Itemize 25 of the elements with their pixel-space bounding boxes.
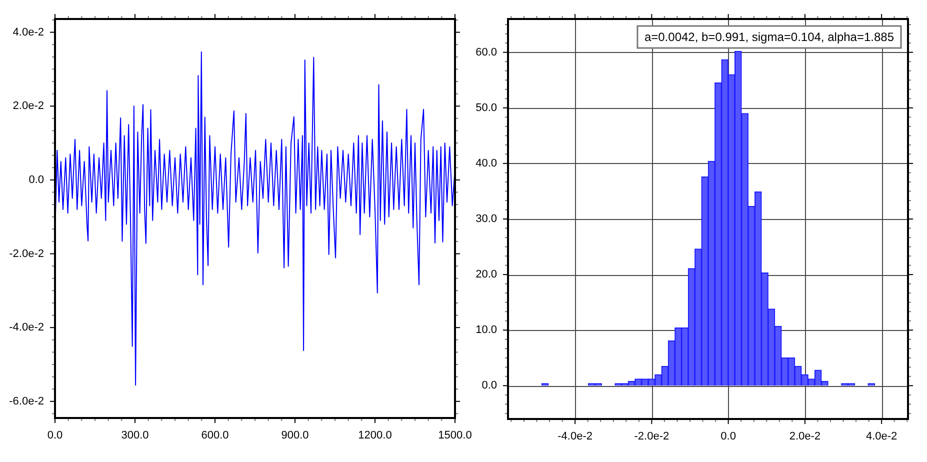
y-tick-label: -6.0e-2 (9, 395, 44, 408)
y-tick-label: 0.0 (28, 174, 44, 186)
y-tick-label: 10.0 (476, 324, 497, 336)
x-tick-label: 1200.0 (358, 430, 392, 442)
y-tick-label: 40.0 (476, 157, 497, 170)
y-tick-label: 4.0e-2 (12, 26, 44, 38)
y-tick-label: 20.0 (476, 268, 497, 281)
y-tick-label: 2.0e-2 (12, 100, 44, 112)
x-tick-label: 1500.0 (438, 430, 472, 442)
x-tick-label: 900.0 (281, 430, 309, 442)
x-tick-label: 2.0e-2 (789, 430, 821, 443)
y-tick-label: -4.0e-2 (9, 322, 44, 334)
x-tick-label: -4.0e-2 (558, 430, 592, 443)
x-tick-label: -2.0e-2 (634, 430, 670, 443)
y-tick-label: 30.0 (476, 213, 497, 226)
x-tick-label: 0.0 (47, 430, 63, 442)
y-tick-label: -2.0e-2 (9, 248, 44, 260)
annotation: a=0.0042, b=0.991, sigma=0.104, alpha=1.885 (644, 30, 894, 44)
y-tick-label: 50.0 (476, 102, 497, 114)
y-tick-label: 0.0 (482, 380, 497, 392)
x-tick-label: 0.0 (720, 430, 736, 443)
x-tick-label: 4.0e-2 (866, 430, 898, 443)
x-tick-label: 300.0 (121, 430, 149, 442)
x-tick-label: 600.0 (201, 430, 229, 442)
y-tick-label: 60.0 (476, 46, 497, 58)
